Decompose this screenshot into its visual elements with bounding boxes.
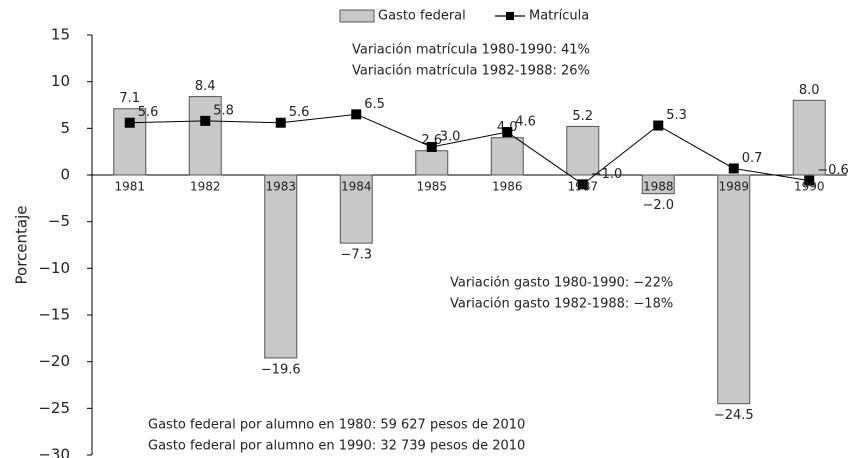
bar bbox=[566, 125, 600, 176]
bar-value-label: 7.1 bbox=[119, 91, 140, 106]
annotation: Gasto federal por alumno en 1990: 32 739… bbox=[148, 439, 525, 454]
bar bbox=[415, 150, 449, 176]
y-tick-label: −15 bbox=[38, 306, 70, 324]
bar-value-label: −7.3 bbox=[340, 248, 372, 263]
x-tick-label: 1983 bbox=[265, 180, 296, 194]
line-marker bbox=[502, 127, 513, 138]
bar bbox=[792, 99, 826, 176]
legend-swatch bbox=[339, 9, 375, 23]
y-axis-label: Porcentaje bbox=[13, 206, 31, 285]
bar-value-label: 8.0 bbox=[799, 83, 820, 98]
y-tick-label: 5 bbox=[60, 119, 70, 137]
line-marker bbox=[426, 142, 437, 152]
bar bbox=[264, 174, 298, 359]
bar-value-label: −19.6 bbox=[261, 362, 301, 377]
x-tick-label: 1986 bbox=[492, 180, 523, 194]
line-marker bbox=[728, 163, 739, 174]
y-tick-label: −5 bbox=[48, 212, 70, 230]
x-tick-label: 1985 bbox=[416, 180, 447, 194]
x-tick-label: 1982 bbox=[190, 180, 221, 194]
line-value-label: 6.5 bbox=[364, 97, 385, 112]
bar bbox=[339, 174, 373, 244]
line bbox=[129, 113, 810, 185]
y-tick-label: −10 bbox=[38, 259, 70, 277]
annotation: Variación matrícula 1980-1990: 41% bbox=[352, 43, 590, 58]
bar bbox=[490, 137, 524, 176]
x-tick-label: 1990 bbox=[794, 180, 825, 194]
bar bbox=[641, 174, 675, 195]
bar bbox=[113, 108, 147, 176]
line-marker bbox=[124, 117, 135, 128]
x-tick-label: 1984 bbox=[341, 180, 372, 194]
line-marker bbox=[351, 109, 362, 120]
line-value-label: 4.6 bbox=[515, 115, 536, 130]
y-tick-label: 15 bbox=[51, 26, 70, 44]
y-tick-label: 0 bbox=[60, 166, 70, 184]
line-value-label: 5.3 bbox=[666, 108, 687, 123]
line-marker bbox=[200, 115, 211, 126]
x-tick-label: 1988 bbox=[643, 180, 674, 194]
legend-label: Matrícula bbox=[529, 9, 589, 24]
bar-value-label: −2.0 bbox=[642, 198, 674, 213]
x-tick-label: 1989 bbox=[718, 180, 749, 194]
bar bbox=[717, 174, 751, 405]
bar-value-label: 8.4 bbox=[195, 79, 216, 94]
line-value-label: 5.6 bbox=[289, 105, 310, 120]
line-marker bbox=[577, 179, 588, 190]
x-tick-label: 1987 bbox=[567, 180, 598, 194]
legend-label: Gasto federal bbox=[378, 9, 466, 24]
annotation: Variación matrícula 1982-1988: 26% bbox=[352, 64, 590, 79]
line-marker bbox=[804, 175, 815, 186]
line-value-label: 5.8 bbox=[213, 103, 234, 118]
annotation: Variación gasto 1982-1988: −18% bbox=[450, 297, 673, 312]
line-value-label: −0.6 bbox=[817, 163, 849, 178]
line-marker bbox=[275, 117, 286, 128]
line-value-label: 5.6 bbox=[138, 105, 159, 120]
line-value-label: 0.7 bbox=[742, 151, 763, 166]
line-value-label: 3.0 bbox=[440, 130, 461, 145]
annotation: Variación gasto 1980-1990: −22% bbox=[450, 276, 673, 291]
bar bbox=[188, 96, 222, 176]
y-tick-label: −20 bbox=[38, 352, 70, 370]
line-marker bbox=[653, 120, 664, 131]
annotation: Gasto federal por alumno en 1980: 59 627… bbox=[148, 418, 525, 433]
x-tick-label: 1981 bbox=[114, 180, 145, 194]
legend-swatch bbox=[506, 12, 514, 20]
y-tick-label: 10 bbox=[51, 72, 70, 90]
bar-value-label: 5.2 bbox=[572, 109, 593, 124]
line-value-label: −1.0 bbox=[591, 167, 623, 182]
y-tick-label: −30 bbox=[38, 446, 70, 458]
y-tick-label: −25 bbox=[38, 399, 70, 417]
bar-value-label: −24.5 bbox=[714, 408, 754, 423]
